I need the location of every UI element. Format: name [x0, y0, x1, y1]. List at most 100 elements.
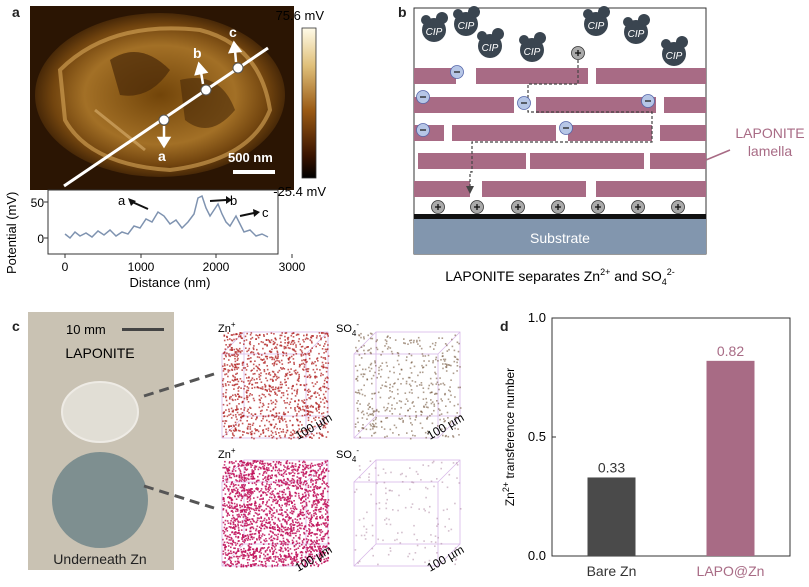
y-tick-label: 1.0 [528, 310, 546, 325]
profile-xtick-0: 0 [62, 260, 69, 274]
lamella [482, 181, 586, 197]
profile-annot-a: a [118, 193, 149, 210]
profile-ytick-0: 0 [37, 232, 44, 246]
zn-distribution-zinc [221, 459, 330, 568]
profile-ylabel: Potential (mV) [4, 192, 19, 274]
y-tick-label: 0.5 [528, 429, 546, 444]
laponite-callout-1: LAPONITE [735, 125, 804, 141]
lamella [664, 97, 706, 113]
scale-100-2: 100 µm [425, 410, 467, 442]
cip-cluster: CIP [453, 6, 480, 36]
marker-b-dot [200, 84, 212, 96]
lamella [650, 153, 706, 169]
afm-colorbar [301, 27, 317, 179]
afm-scalebar-text: 500 nm [228, 150, 273, 165]
afm-image [30, 6, 294, 190]
svg-text:CIP: CIP [588, 21, 605, 32]
tomography-panel: Zn+ SO4- Zn+ SO4- 100 µm 100 µm 100 µm 1… [143, 320, 467, 575]
laponite-film [61, 381, 139, 443]
cation [671, 200, 685, 214]
svg-text:CIP: CIP [458, 21, 475, 32]
so-label-bottom: SO4- [336, 446, 359, 464]
cip-cluster: CIP [477, 28, 504, 58]
lamella [530, 153, 644, 169]
so4-distribution-laponite [353, 331, 462, 440]
anion [450, 65, 464, 79]
profile-plot: Potential (mV) 50 0 0 1000 2000 3000 Dis… [4, 189, 306, 290]
marker-c-text: c [229, 24, 237, 40]
x-category-label: LAPO@Zn [697, 563, 765, 579]
lamella [414, 181, 470, 197]
so-label-top: SO4- [336, 320, 359, 338]
lamella [596, 181, 706, 197]
anion [641, 94, 655, 108]
svg-text:CIP: CIP [482, 43, 499, 54]
svg-text:c: c [262, 205, 269, 220]
svg-text:CIP: CIP [666, 51, 683, 62]
ion-pathway [469, 60, 653, 190]
bar-1 [706, 360, 755, 556]
svg-text:b: b [230, 193, 237, 208]
profile-xtick-3000: 3000 [279, 260, 306, 274]
photo-scalebar [122, 328, 164, 331]
lamella [414, 68, 456, 84]
anion [416, 123, 430, 137]
photo-bottom-label: Underneath Zn [53, 551, 146, 567]
afm-panel: a b c 500 nm 75.6 mV -25.4 mV [30, 6, 326, 199]
substrate-block [414, 218, 706, 254]
profile-xtick-2000: 2000 [203, 260, 230, 274]
cation [571, 46, 585, 60]
cation [591, 200, 605, 214]
y-tick-label: 0.0 [528, 548, 546, 563]
transference-chart: 0.0 0.5 1.0 Zn2+ transference number 0.33 Bar… [501, 310, 791, 579]
cation [551, 200, 565, 214]
lamella [476, 68, 588, 84]
cip-cluster: CIP [519, 32, 546, 62]
arrow-a [156, 126, 172, 149]
svg-text:CIP: CIP [524, 47, 541, 58]
svg-text:a: a [118, 193, 126, 208]
svg-text:CIP: CIP [426, 27, 443, 38]
profile-annot-b: b [209, 193, 237, 208]
photo-overlay: 10 mm LAPONITE Underneath Zn [52, 322, 164, 567]
pathway-arrowhead [466, 186, 474, 194]
zinc-disc [52, 452, 148, 548]
profile-trace [64, 194, 269, 240]
cip-cluster: CIP [583, 6, 610, 36]
scale-100-4: 100 µm [425, 542, 467, 574]
so4-distribution-zinc [353, 459, 462, 567]
zn-label-bottom: Zn+ [218, 446, 236, 461]
lamella [414, 97, 514, 113]
substrate-label: Substrate [530, 230, 590, 246]
photo-top-label: LAPONITE [65, 345, 134, 361]
panel-b-caption: LAPONITE separates Zn2+ and SO42- [445, 267, 675, 287]
lamella [536, 97, 656, 113]
lamella [660, 125, 706, 141]
x-category-label: Bare Zn [587, 563, 637, 579]
bar-0 [587, 477, 636, 556]
cation [470, 200, 484, 214]
scale-100-1: 100 µm [293, 410, 335, 442]
marker-b-text: b [193, 45, 202, 61]
zn-distribution-laponite [221, 331, 330, 440]
panel-a-label: a [12, 4, 20, 20]
svg-text:CIP: CIP [628, 29, 645, 40]
cation [511, 200, 525, 214]
arrow-b [194, 61, 209, 85]
y-axis-label: Zn2+ transference number [501, 368, 517, 506]
marker-a-dot [158, 114, 170, 126]
lamella [568, 125, 652, 141]
colorbar-min: -25.4 mV [273, 184, 326, 199]
marker-c-dot [232, 62, 244, 74]
lamella [452, 125, 556, 141]
anion [517, 96, 531, 110]
afm-scalebar [233, 170, 275, 174]
profile-annot-c: c [239, 205, 269, 220]
laponite-callout-2: lamella [748, 143, 793, 159]
profile-xtick-1000: 1000 [128, 260, 155, 274]
cip-cluster: CIP [421, 12, 448, 42]
panel-c-label: c [12, 318, 20, 334]
cation [631, 200, 645, 214]
bar-value-label: 0.82 [717, 343, 744, 359]
panel-d-label: d [500, 318, 509, 334]
